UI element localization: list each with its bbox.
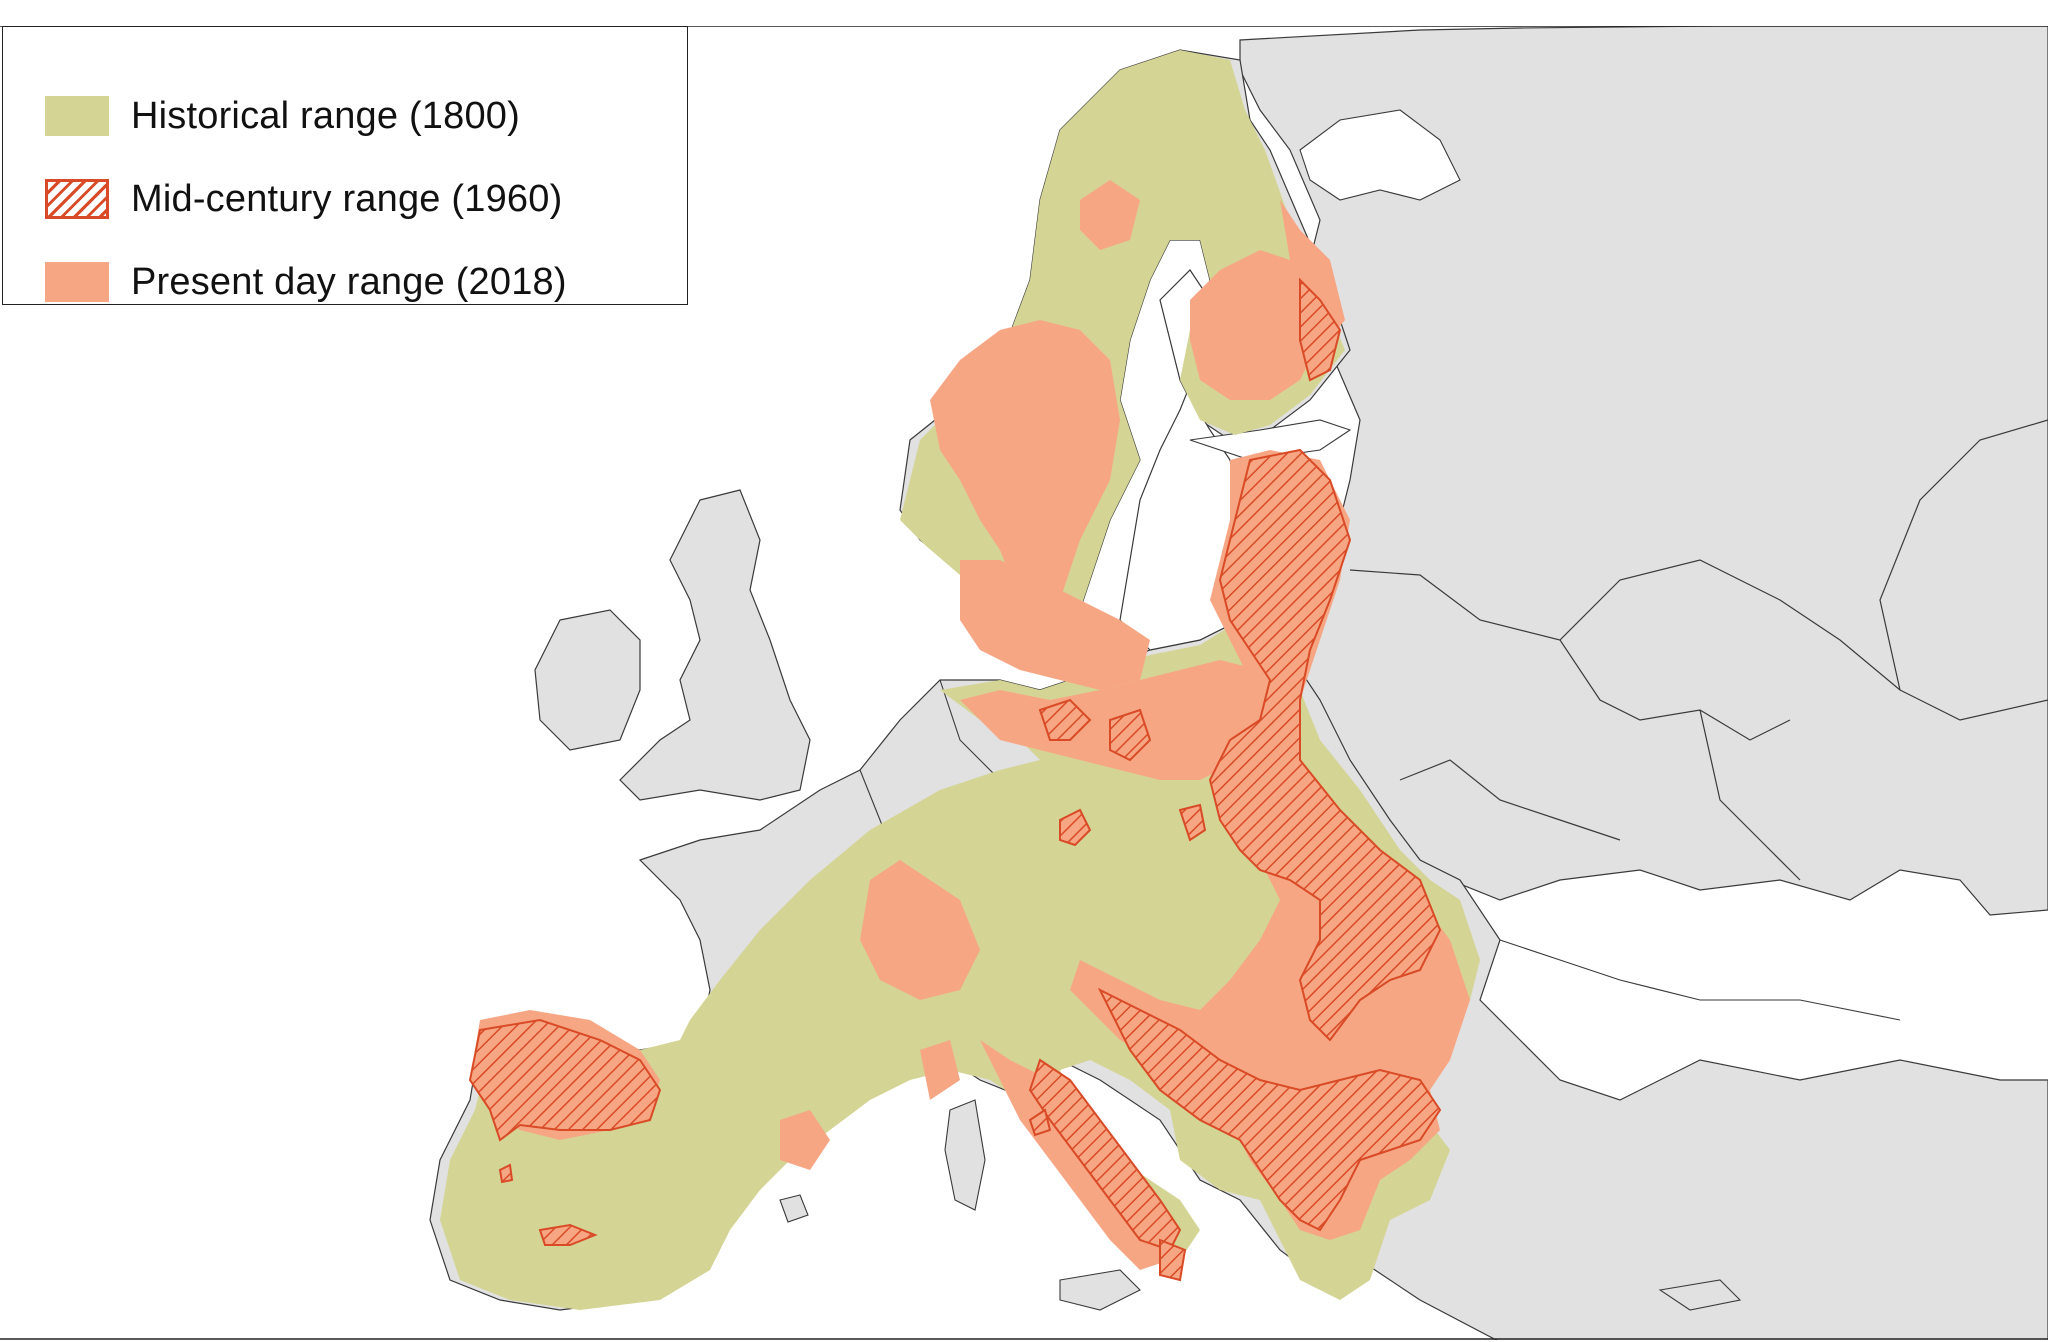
legend-label-midcentury: Mid-century range (1960) <box>131 177 563 220</box>
land-great-britain <box>619 489 811 801</box>
sea-white-sea <box>1299 109 1461 201</box>
present-swatch <box>45 262 109 302</box>
islands <box>779 1099 1742 1311</box>
country-borders-east <box>1349 419 2048 881</box>
legend-item-midcentury: Mid-century range (1960) <box>45 177 562 221</box>
historical-swatch <box>45 96 109 136</box>
midcentury-swatch <box>45 179 109 219</box>
legend-label-present: Present day range (2018) <box>131 260 567 303</box>
land-ireland <box>534 609 641 751</box>
map-legend: Historical range (1800) Mid-century rang… <box>2 26 688 305</box>
basemap <box>0 26 2048 1340</box>
legend-item-present: Present day range (2018) <box>45 260 567 304</box>
legend-label-historical: Historical range (1800) <box>131 94 520 137</box>
legend-item-historical: Historical range (1800) <box>45 94 520 138</box>
midcentury-range-areas <box>468 277 1442 1282</box>
